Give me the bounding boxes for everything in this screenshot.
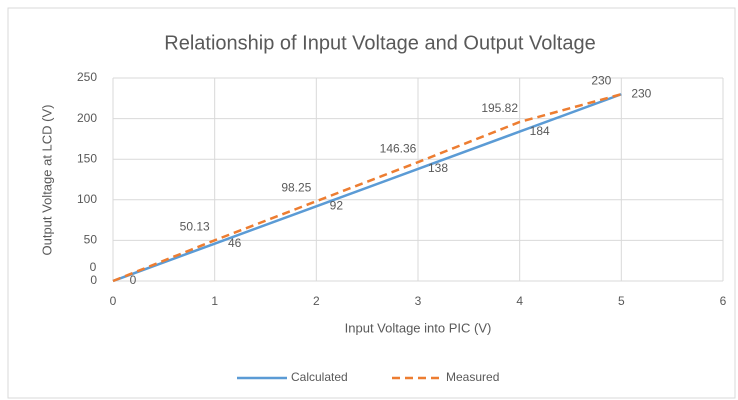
data-label: 92	[330, 198, 344, 212]
data-label: 0	[130, 273, 137, 287]
y-tick-label: 200	[77, 111, 97, 125]
legend-label: Measured	[446, 370, 499, 384]
data-label: 98.25	[281, 180, 311, 194]
data-label: 146.36	[380, 141, 417, 155]
chart-title: Relationship of Input Voltage and Output…	[164, 32, 595, 54]
y-tick-label: 150	[77, 151, 97, 165]
y-tick-label: 100	[77, 192, 97, 206]
chart-border	[7, 7, 736, 399]
x-axis-label: Input Voltage into PIC (V)	[345, 320, 492, 335]
x-tick-label: 3	[415, 294, 422, 308]
data-label: 46	[228, 236, 242, 250]
x-tick-label: 5	[618, 294, 625, 308]
x-tick-label: 1	[211, 294, 218, 308]
y-tick-label: 250	[77, 70, 97, 84]
data-label: 50.13	[180, 219, 210, 233]
data-label: 184	[530, 124, 550, 138]
data-label: 195.82	[481, 101, 518, 115]
x-tick-label: 4	[516, 294, 523, 308]
x-tick-label: 0	[110, 294, 117, 308]
x-tick-label: 2	[313, 294, 320, 308]
series-line	[112, 93, 622, 283]
data-label: 230	[631, 86, 651, 100]
data-label: 0	[90, 260, 97, 274]
y-tick-label: 0	[90, 273, 97, 287]
y-axis-label: Output Voltage at LCD (V)	[39, 104, 54, 255]
legend-label: Calculated	[291, 370, 348, 384]
data-label: 230	[591, 73, 611, 87]
x-tick-label: 6	[720, 294, 727, 308]
series-line	[112, 93, 622, 283]
data-label: 138	[428, 161, 448, 175]
y-tick-label: 50	[84, 233, 98, 247]
